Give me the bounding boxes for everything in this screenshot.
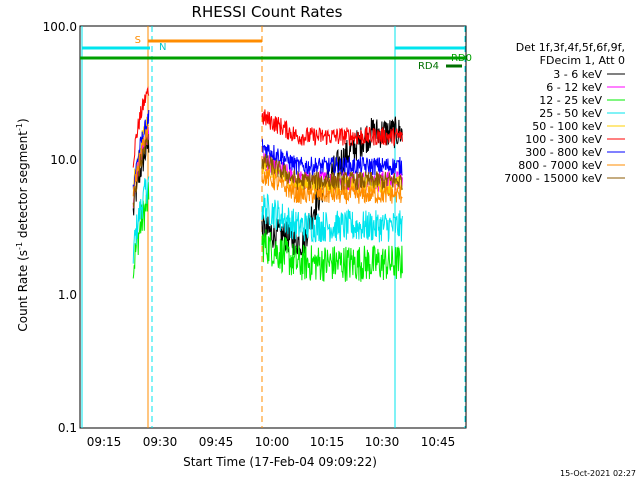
- series-layer: [132, 86, 403, 282]
- y-axis-label-suffix: ): [16, 118, 30, 123]
- series-line-12-25-kev-segment-2: [261, 229, 403, 282]
- legend-label-50-100: 50 - 100 keV: [532, 120, 602, 133]
- flag-label-n: N: [159, 42, 166, 53]
- legend-label-12-25: 12 - 25 keV: [539, 94, 602, 107]
- series-line-300-800-kev-segment-1: [132, 109, 150, 195]
- y-tick-label-100: 100.0: [43, 20, 77, 34]
- flag-label-s: S: [135, 35, 141, 46]
- legend-label-6-12: 6 - 12 keV: [546, 81, 602, 94]
- y-tick-label-0-1: 0.1: [58, 421, 77, 435]
- y-tick-label-10: 10.0: [50, 153, 77, 167]
- legend-label-800-7000: 800 - 7000 keV: [518, 159, 602, 172]
- legend-header-line2: FDecim 1, Att 0: [540, 54, 625, 67]
- legend: 3 - 6 keV 6 - 12 keV 12 - 25 keV 25 - 50…: [504, 68, 625, 185]
- footer-date: 15-Oct-2021 02:27: [560, 469, 636, 478]
- y-axis-label-prefix: Count Rate (s: [16, 250, 30, 332]
- y-axis-label: Count Rate (s-1 detector segment-1): [15, 118, 30, 331]
- x-tick-label-1015: 10:15: [310, 435, 345, 449]
- flag-label-rd0: RD0: [451, 53, 472, 64]
- y-axis-label-sup2: -1: [15, 123, 24, 131]
- series-line-7000-15000-kev-segment-2: [261, 153, 403, 191]
- y-axis-label-mid: detector segment: [16, 131, 30, 242]
- x-axis-label: Start Time (17-Feb-04 09:09:22): [183, 455, 377, 469]
- x-tick-label-0930: 09:30: [143, 435, 178, 449]
- legend-header-line1: Det 1f,3f,4f,5f,6f,9f,: [516, 41, 625, 54]
- x-tick-label-0915: 09:15: [87, 435, 122, 449]
- legend-label-7000-15000: 7000 - 15000 keV: [504, 172, 602, 185]
- x-tick-label-1000: 10:00: [255, 435, 290, 449]
- chart-title: RHESSI Count Rates: [192, 3, 343, 21]
- y-axis-label-sup1: -1: [15, 242, 24, 250]
- x-tick-label-0945: 09:45: [199, 435, 234, 449]
- series-line-25-50-kev-segment-2: [261, 193, 403, 243]
- series-line-100-300-kev-segment-1: [132, 86, 150, 168]
- series-line-3-6-kev-segment-2: [261, 116, 403, 256]
- legend-label-300-800: 300 - 800 keV: [525, 146, 602, 159]
- legend-label-100-300: 100 - 300 keV: [525, 133, 602, 146]
- series-line-7000-15000-kev-segment-1: [132, 134, 150, 208]
- series-line-25-50-kev-segment-1: [132, 176, 150, 264]
- x-tick-label-1030: 10:30: [365, 435, 400, 449]
- series-line-100-300-kev-segment-2: [261, 109, 403, 147]
- y-tick-label-1: 1.0: [58, 288, 77, 302]
- flag-label-rd4: RD4: [418, 61, 439, 72]
- x-tick-label-1045: 10:45: [421, 435, 456, 449]
- plot-frame: [79, 25, 467, 429]
- series-line-300-800-kev-segment-2: [261, 138, 403, 178]
- legend-label-25-50: 25 - 50 keV: [539, 107, 602, 120]
- legend-label-3-6: 3 - 6 keV: [553, 68, 602, 81]
- series-line-800-7000-kev-segment-2: [261, 168, 403, 205]
- svg-text:Count Rate (s-1 detector segme: Count Rate (s-1 detector segment-1): [15, 118, 30, 331]
